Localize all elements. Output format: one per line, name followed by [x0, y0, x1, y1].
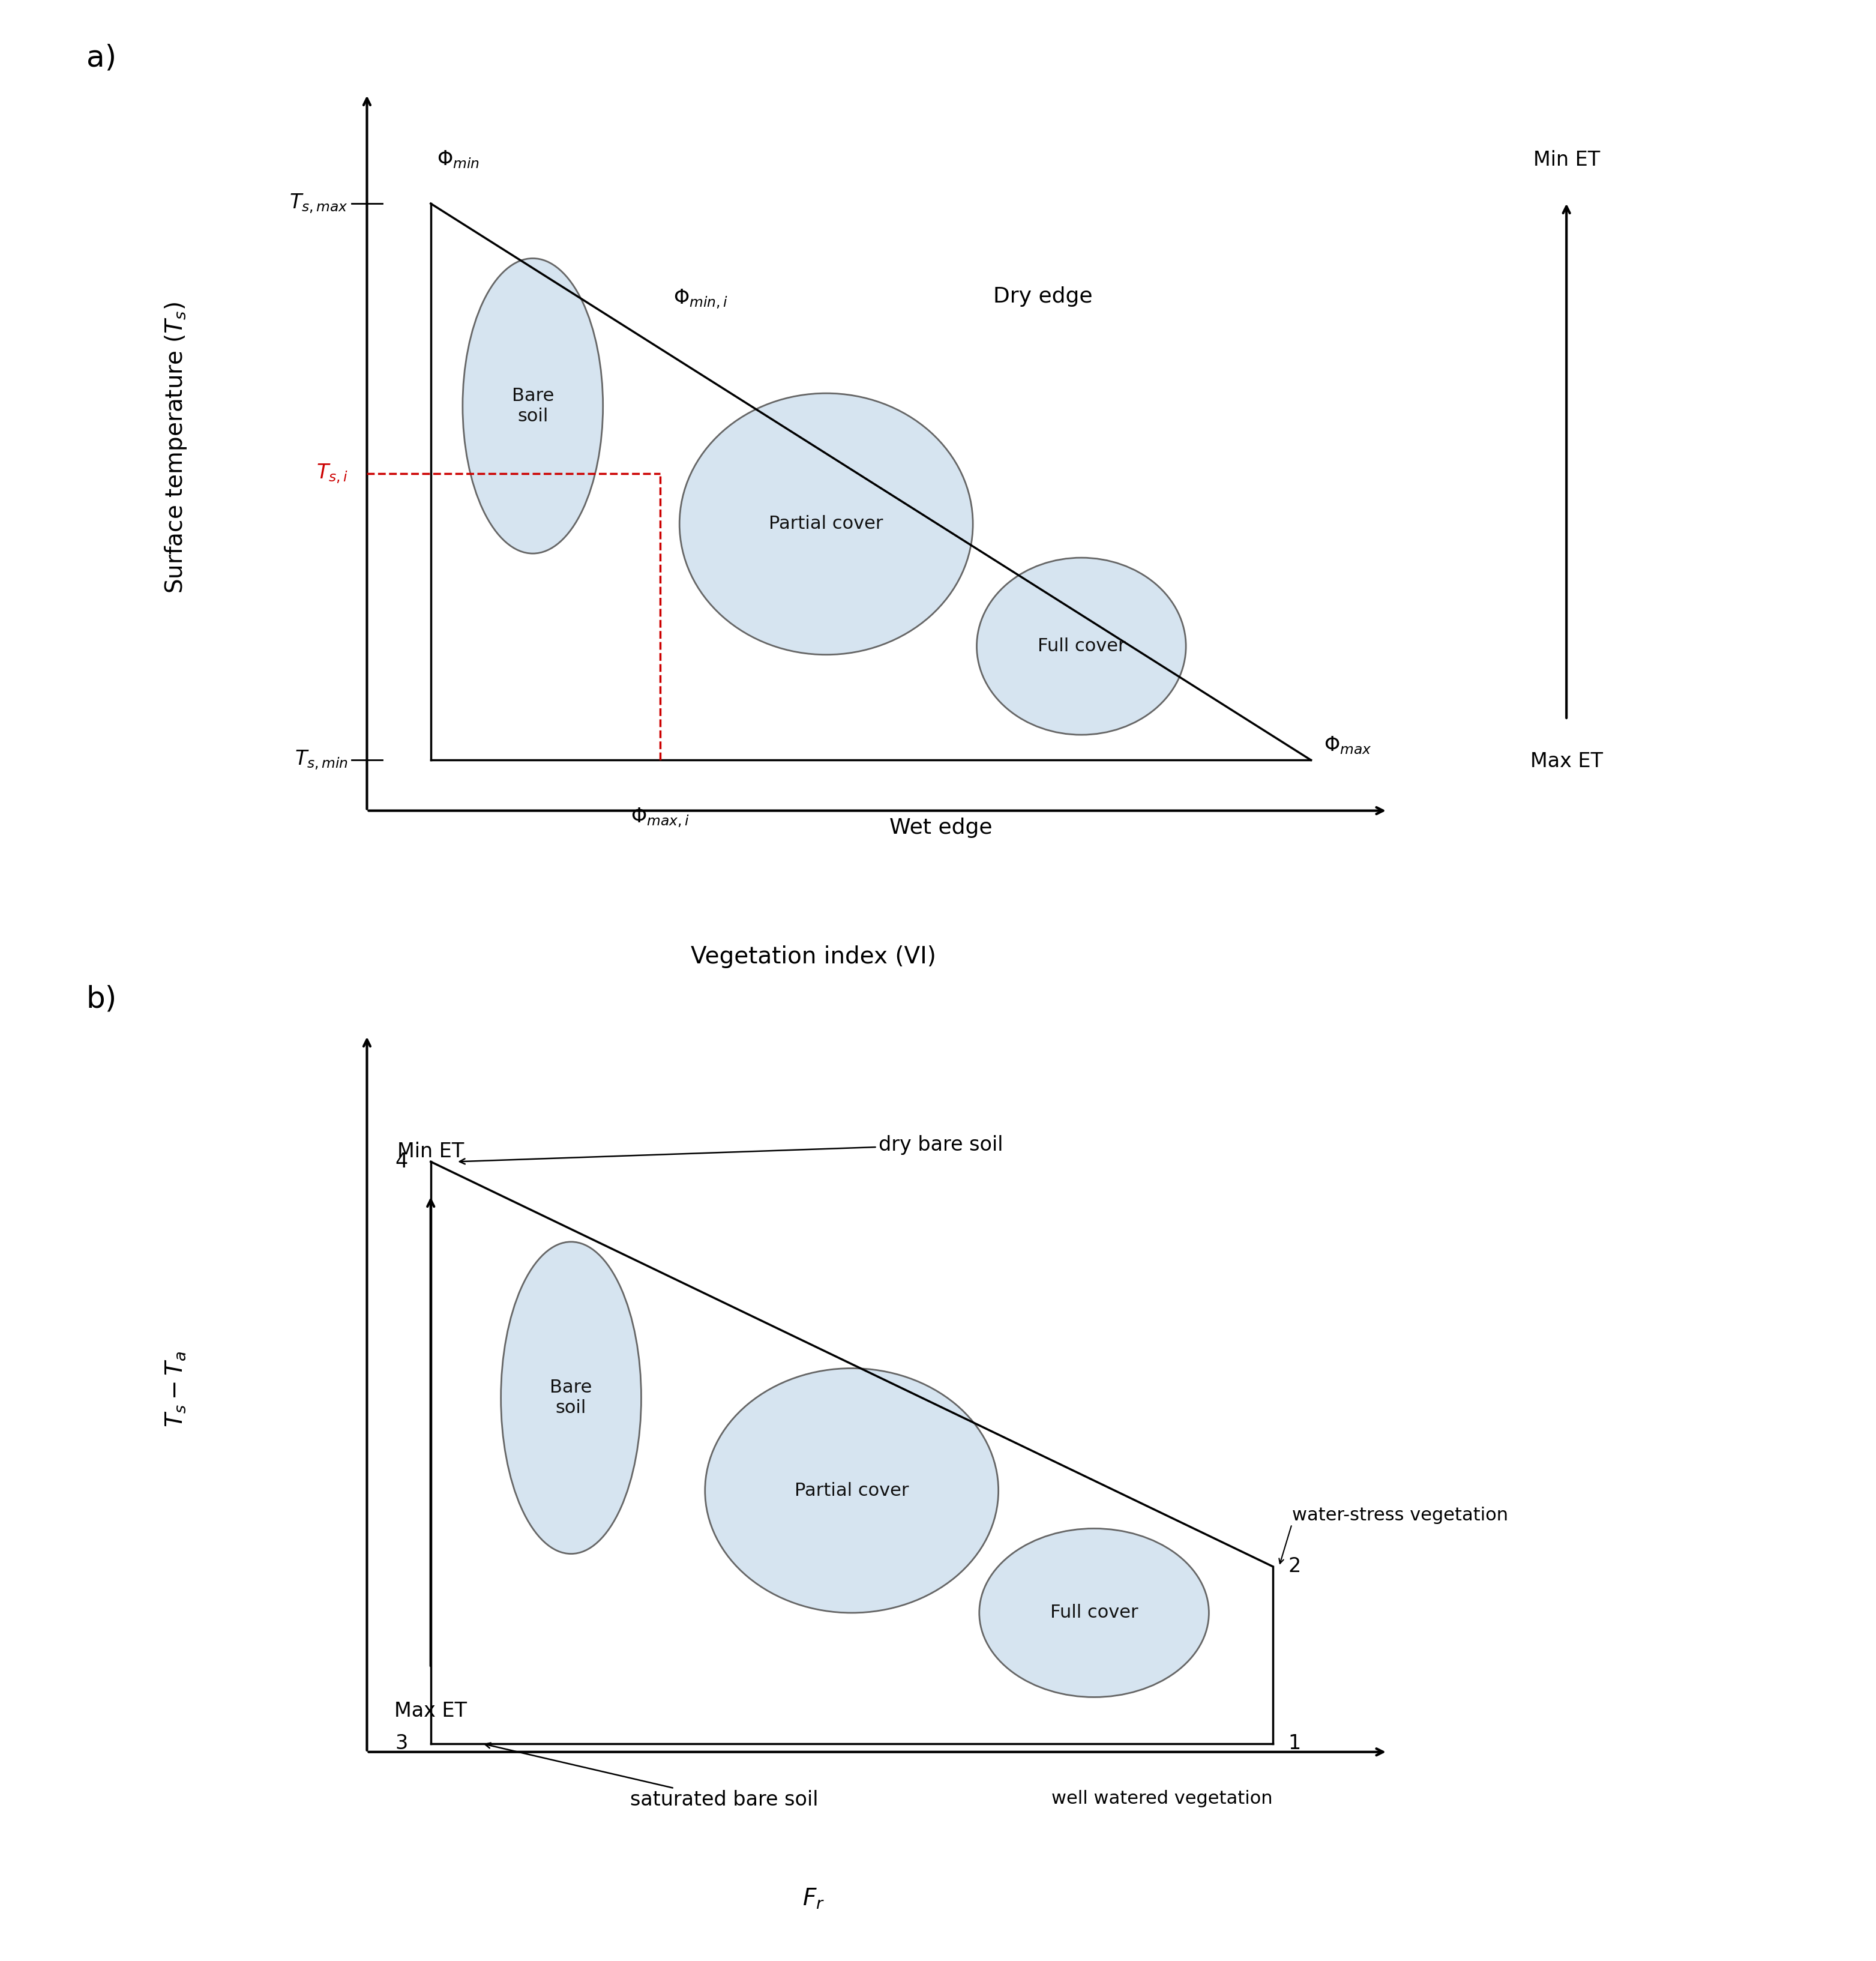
Text: Surface temperature ($T_s$): Surface temperature ($T_s$): [163, 302, 188, 594]
Text: saturated bare soil: saturated bare soil: [486, 1743, 818, 1810]
Text: $\Phi_{min}$: $\Phi_{min}$: [437, 149, 480, 171]
Text: $T_{s,i}$: $T_{s,i}$: [315, 463, 347, 484]
Text: Max ET: Max ET: [1531, 751, 1602, 771]
Text: $T_{s,max}$: $T_{s,max}$: [289, 192, 347, 216]
Text: 3: 3: [396, 1734, 407, 1753]
Text: $F_r$: $F_r$: [803, 1886, 825, 1910]
Text: Min ET: Min ET: [398, 1141, 463, 1161]
Text: Dry edge: Dry edge: [994, 286, 1092, 306]
Text: Full cover: Full cover: [1051, 1604, 1139, 1622]
Text: 4: 4: [396, 1151, 407, 1171]
Text: $\Phi_{max}$: $\Phi_{max}$: [1324, 735, 1371, 755]
Text: well watered vegetation: well watered vegetation: [1051, 1790, 1272, 1808]
Text: $\Phi_{min,i}$: $\Phi_{min,i}$: [673, 288, 728, 310]
Ellipse shape: [977, 557, 1186, 735]
Text: Max ET: Max ET: [394, 1702, 467, 1722]
Text: Bare
soil: Bare soil: [512, 386, 553, 426]
Ellipse shape: [705, 1369, 998, 1612]
Text: $T_{s,min}$: $T_{s,min}$: [295, 749, 347, 771]
Ellipse shape: [463, 259, 602, 553]
Text: $T_s - T_a$: $T_s - T_a$: [163, 1351, 188, 1428]
Text: dry bare soil: dry bare soil: [460, 1135, 1004, 1165]
Text: Min ET: Min ET: [1533, 151, 1600, 171]
Text: a): a): [86, 43, 116, 73]
Ellipse shape: [679, 394, 974, 655]
Text: Bare
soil: Bare soil: [550, 1379, 593, 1416]
Text: 2: 2: [1289, 1557, 1300, 1577]
Ellipse shape: [501, 1241, 642, 1553]
Text: b): b): [86, 984, 116, 1014]
Text: Full cover: Full cover: [1037, 637, 1126, 655]
Text: 1: 1: [1289, 1734, 1300, 1753]
Text: Vegetation index (VI): Vegetation index (VI): [690, 945, 936, 969]
Text: Wet edge: Wet edge: [889, 818, 992, 837]
Text: $\Phi_{max,i}$: $\Phi_{max,i}$: [630, 806, 690, 830]
Text: Partial cover: Partial cover: [795, 1483, 908, 1500]
Text: water-stress vegetation: water-stress vegetation: [1293, 1506, 1508, 1524]
Text: Partial cover: Partial cover: [769, 516, 884, 533]
Ellipse shape: [979, 1528, 1208, 1696]
